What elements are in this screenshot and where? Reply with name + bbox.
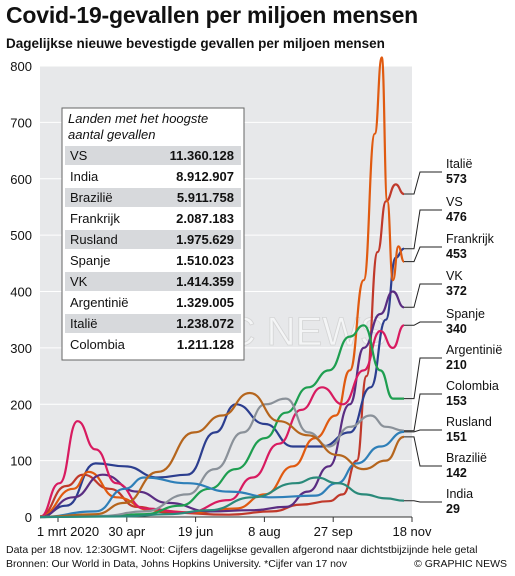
table-value: 8.912.907 — [176, 169, 234, 184]
series-name-label: Brazilië — [446, 451, 487, 465]
series-name-label: Frankrijk — [446, 232, 495, 246]
y-tick-label: 500 — [10, 228, 32, 243]
table-row — [65, 314, 241, 333]
series-name-label: Argentinië — [446, 343, 502, 357]
series-name-label: VK — [446, 269, 463, 283]
series-line-colombia — [39, 397, 405, 519]
table-row — [65, 251, 241, 270]
table-value: 1.211.128 — [177, 337, 234, 352]
table-country: Brazilië — [70, 190, 113, 205]
x-axis-ticks: 1 mrt 2020 30 apr 19 jun 8 aug 27 sep 18 nov — [37, 517, 432, 539]
chart-subtitle: Dagelijkse nieuwe bevestigde gevallen pe… — [6, 36, 385, 51]
table-row — [65, 209, 241, 228]
table-header-line1: Landen met het hoogste — [68, 111, 208, 126]
series-name-label: Colombia — [446, 379, 499, 393]
series-value-label: 372 — [446, 284, 467, 298]
y-axis-ticks: 0 100 200 300 400 500 600 700 800 — [10, 59, 32, 525]
series-value-label: 476 — [446, 210, 467, 224]
credit: © GRAPHIC NEWS — [414, 558, 507, 570]
series-line-rusland — [39, 430, 405, 519]
table-country: Frankrijk — [70, 211, 120, 226]
label-leader — [404, 171, 442, 195]
label-leader — [404, 500, 442, 503]
y-tick-label: 200 — [10, 397, 32, 412]
series-lines — [39, 56, 405, 519]
table-country: Spanje — [70, 253, 110, 268]
x-tick-label: 18 nov — [392, 524, 432, 539]
series-line-vk — [39, 290, 405, 519]
label-leader — [404, 246, 442, 263]
y-tick-label: 100 — [10, 454, 32, 469]
series-name-label: Spanje — [446, 307, 485, 321]
y-tick-label: 400 — [10, 285, 32, 300]
series-line-spanje — [39, 324, 405, 519]
x-tick-label: 8 aug — [248, 524, 281, 539]
table-row — [65, 146, 241, 165]
series-value-label: 340 — [446, 322, 467, 336]
table-value: 11.360.128 — [170, 148, 234, 163]
series-line-india — [39, 476, 405, 519]
series-name-label: Rusland — [446, 415, 492, 429]
table-value: 2.087.183 — [176, 211, 234, 226]
x-tick-label: 30 apr — [108, 524, 146, 539]
label-leader — [404, 209, 442, 250]
chart-title: Covid-19-gevallen per miljoen mensen — [6, 2, 419, 28]
series-line-frankrijk — [39, 56, 405, 518]
series-value-label: 151 — [446, 430, 467, 444]
table-country: Colombia — [70, 337, 126, 352]
table-value: 5.911.758 — [177, 190, 234, 205]
series-value-label: 142 — [446, 466, 467, 480]
label-leader — [404, 429, 442, 433]
label-leader — [404, 321, 442, 326]
table-country: Argentinië — [70, 295, 129, 310]
x-tick-label: 1 mrt 2020 — [37, 524, 99, 539]
series-name-label: Italië — [446, 157, 472, 171]
y-tick-label: 800 — [10, 59, 32, 74]
table-row — [65, 293, 241, 312]
y-tick-label: 600 — [10, 172, 32, 187]
series-value-label: 573 — [446, 172, 467, 186]
footer-note: Data per 18 nov. 12:30GMT. Noot: Cijfers… — [6, 544, 478, 556]
series-value-label: 153 — [446, 394, 467, 408]
series-line-brazilië — [39, 391, 405, 519]
table-value: 1.975.629 — [176, 232, 234, 247]
series-name-label: India — [446, 487, 473, 501]
x-tick-label: 27 sep — [314, 524, 353, 539]
footer-source: Bronnen: Our World in Data, Johns Hopkin… — [6, 558, 348, 570]
series-value-label: 210 — [446, 358, 467, 372]
table-row — [65, 230, 241, 249]
table-country: VS — [70, 148, 88, 163]
table-value: 1.510.023 — [176, 253, 234, 268]
table-row — [65, 188, 241, 207]
table-country: VK — [70, 274, 88, 289]
table-country: India — [70, 169, 99, 184]
label-leader — [404, 357, 442, 400]
y-tick-label: 700 — [10, 115, 32, 130]
table-value: 1.238.072 — [176, 316, 234, 331]
series-value-label: 29 — [446, 502, 460, 516]
y-tick-label: 0 — [25, 510, 32, 525]
table-country: Rusland — [70, 232, 118, 247]
x-tick-label: 19 jun — [178, 524, 213, 539]
table-country: Italië — [70, 316, 97, 331]
series-line-argentinië — [39, 324, 404, 519]
label-leader — [404, 436, 442, 467]
label-leader — [404, 393, 442, 432]
table-row — [65, 167, 241, 186]
label-leader — [404, 283, 442, 308]
series-value-label: 453 — [446, 247, 467, 261]
table-value: 1.414.359 — [176, 274, 234, 289]
table-row — [65, 335, 241, 354]
table-header-line2: aantal gevallen — [68, 127, 155, 142]
table-value: 1.329.005 — [176, 295, 234, 310]
table-row — [65, 272, 241, 291]
series-name-label: VS — [446, 195, 463, 209]
y-tick-label: 300 — [10, 341, 32, 356]
